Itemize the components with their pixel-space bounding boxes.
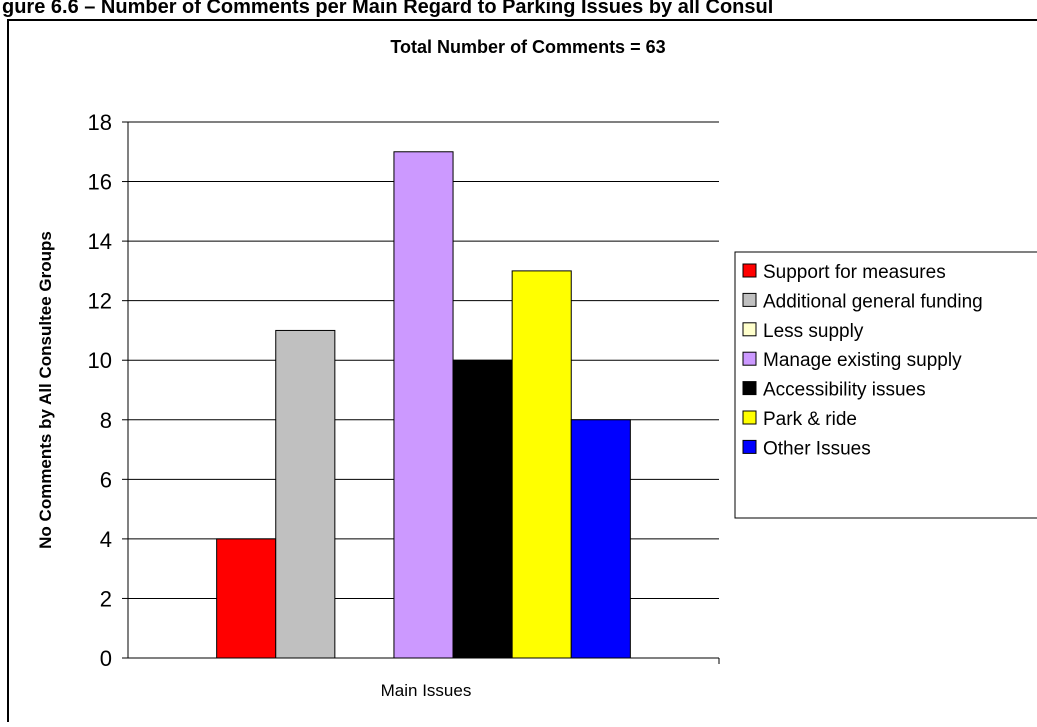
bar-other-issues <box>570 419 631 659</box>
bar-support-for-measures <box>216 538 277 659</box>
y-tick-label: 12 <box>88 289 112 314</box>
legend-label: Less supply <box>763 321 864 342</box>
legend-label: Park & ride <box>763 409 857 430</box>
y-tick-label: 16 <box>88 170 112 195</box>
legend-swatch <box>742 351 757 366</box>
legend-swatch <box>742 292 757 307</box>
bar-additional-general-funding <box>275 329 336 659</box>
legend-label: Manage existing supply <box>763 350 962 371</box>
y-tick-label: 4 <box>100 527 112 552</box>
axes-group <box>127 122 720 664</box>
y-tick-label: 10 <box>88 348 112 373</box>
page-heading: gure 6.6 – Number of Comments per Main R… <box>2 0 773 18</box>
legend-box <box>734 251 1037 519</box>
y-axis-label: No Comments by All Consultee Groups <box>36 231 55 549</box>
y-tick-label: 2 <box>100 586 112 611</box>
legend-swatch <box>742 410 757 425</box>
bar-accessibility-issues <box>452 359 513 659</box>
x-axis-label: Main Issues <box>381 681 472 700</box>
y-tick-label: 0 <box>100 646 112 671</box>
legend-swatch <box>742 322 757 337</box>
bar-manage-existing-supply <box>393 151 454 659</box>
legend-swatch <box>742 439 757 454</box>
y-tick-labels: 0 2 4 6 8 10 12 14 16 18 <box>88 110 128 671</box>
legend-label: Support for measures <box>763 262 946 283</box>
legend-swatch <box>742 263 757 278</box>
bars-group <box>216 151 631 659</box>
legend-label: Additional general funding <box>763 291 983 312</box>
y-tick-label: 18 <box>88 110 112 135</box>
y-tick-label: 8 <box>100 408 112 433</box>
legend-label: Accessibility issues <box>763 380 926 401</box>
bar-park-ride <box>511 270 572 659</box>
legend-swatch <box>742 381 757 396</box>
chart-frame <box>7 19 1037 727</box>
y-tick-label: 6 <box>100 467 112 492</box>
y-tick-label: 14 <box>88 229 112 254</box>
legend-label: Other Issues <box>763 438 871 459</box>
legend: Support for measures Additional general f… <box>734 251 1037 519</box>
chart-title: Total Number of Comments = 63 <box>390 37 665 57</box>
